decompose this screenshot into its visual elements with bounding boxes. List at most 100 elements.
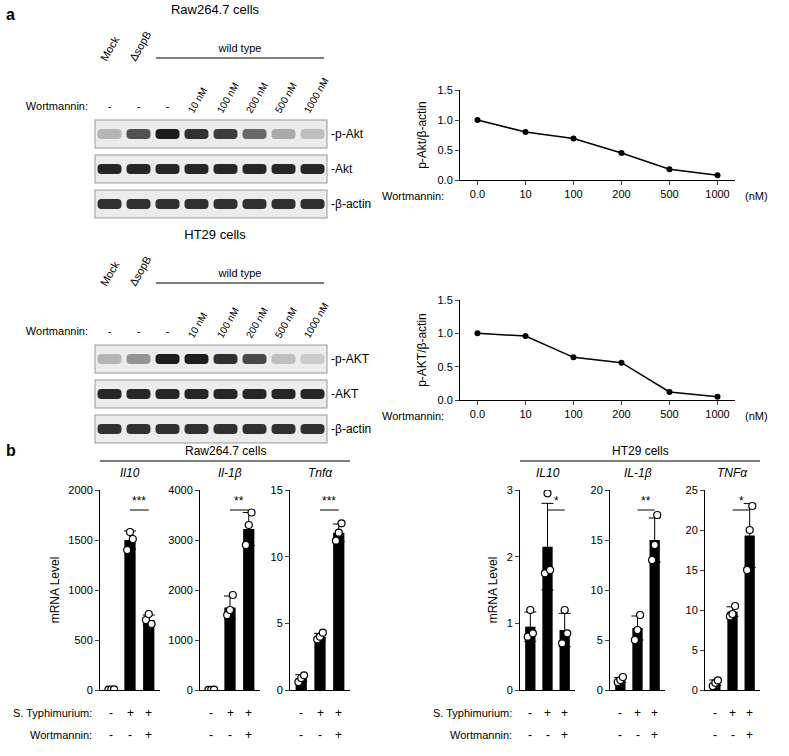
- svg-text:wild type: wild type: [218, 267, 262, 279]
- svg-text:+: +: [145, 728, 152, 742]
- svg-text:-: -: [166, 100, 170, 112]
- svg-text:1.5: 1.5: [438, 84, 453, 96]
- svg-text:500: 500: [74, 634, 92, 646]
- svg-text:-: -: [618, 706, 622, 720]
- svg-text:1000: 1000: [705, 408, 729, 420]
- svg-text:1000: 1000: [168, 634, 192, 646]
- svg-text:0: 0: [87, 684, 93, 696]
- svg-text:S. Typhimurium:: S. Typhimurium:: [13, 707, 92, 719]
- svg-text:***: ***: [132, 494, 146, 508]
- svg-text:10: 10: [591, 584, 603, 596]
- svg-text:0.0: 0.0: [470, 408, 485, 420]
- svg-text:-: -: [109, 706, 113, 720]
- svg-text:1500: 1500: [68, 534, 92, 546]
- svg-text:Wortmannin:: Wortmannin:: [450, 729, 512, 741]
- svg-text:+: +: [651, 728, 658, 742]
- svg-text:Wortmannin:: Wortmannin:: [30, 729, 92, 741]
- svg-text:-: -: [299, 728, 303, 742]
- svg-text:0: 0: [507, 684, 513, 696]
- svg-text:-: -: [318, 728, 322, 742]
- svg-text:1000: 1000: [705, 188, 729, 200]
- svg-text:-: -: [636, 728, 640, 742]
- svg-text:+: +: [746, 728, 753, 742]
- svg-text:1.0: 1.0: [438, 114, 453, 126]
- svg-text:mRNA Level: mRNA Level: [486, 557, 500, 624]
- svg-text:0: 0: [187, 684, 193, 696]
- svg-text:1000 nM: 1000 nM: [302, 301, 331, 340]
- svg-text:0: 0: [277, 684, 283, 696]
- svg-text:-: -: [546, 728, 550, 742]
- svg-text:+: +: [317, 706, 324, 720]
- svg-text:10 nM: 10 nM: [186, 85, 209, 115]
- svg-text:+: +: [145, 706, 152, 720]
- svg-text:+: +: [127, 706, 134, 720]
- svg-text:15: 15: [271, 484, 283, 496]
- svg-text:2: 2: [507, 551, 513, 563]
- svg-text:-p-AKT: -p-AKT: [331, 352, 370, 366]
- svg-text:Il-1β: Il-1β: [218, 466, 242, 480]
- svg-text:100 nM: 100 nM: [215, 81, 241, 115]
- svg-text:10: 10: [686, 604, 698, 616]
- svg-text:-AKT: -AKT: [331, 387, 359, 401]
- svg-text:-: -: [528, 706, 532, 720]
- svg-text:+: +: [335, 706, 342, 720]
- svg-text:1.5: 1.5: [438, 294, 453, 306]
- svg-text:200 nM: 200 nM: [244, 306, 270, 340]
- svg-text:3: 3: [507, 484, 513, 496]
- svg-text:1.0: 1.0: [438, 327, 453, 339]
- svg-text:+: +: [729, 706, 736, 720]
- svg-text:5: 5: [277, 617, 283, 629]
- svg-text:+: +: [561, 706, 568, 720]
- svg-text:(nM): (nM): [745, 410, 768, 422]
- svg-text:Wortmannin:: Wortmannin:: [26, 325, 88, 337]
- svg-text:10: 10: [519, 408, 531, 420]
- svg-text:-: -: [528, 728, 532, 742]
- svg-text:100: 100: [564, 188, 582, 200]
- svg-text:0.0: 0.0: [438, 174, 453, 186]
- svg-text:15: 15: [591, 534, 603, 546]
- svg-text:5: 5: [692, 644, 698, 656]
- svg-text:-β-actin: -β-actin: [331, 422, 371, 436]
- svg-text:ΔsopB: ΔsopB: [127, 254, 154, 288]
- svg-text:20: 20: [686, 524, 698, 536]
- svg-text:+: +: [335, 728, 342, 742]
- svg-text:**: **: [234, 494, 244, 508]
- svg-text:-: -: [166, 325, 170, 337]
- svg-text:500: 500: [660, 408, 678, 420]
- svg-text:-: -: [128, 728, 132, 742]
- svg-text:-: -: [209, 706, 213, 720]
- svg-text:*: *: [554, 494, 559, 508]
- svg-text:Raw264.7 cells: Raw264.7 cells: [171, 2, 260, 17]
- svg-text:HT29 cells: HT29 cells: [612, 444, 669, 458]
- svg-text:500 nM: 500 nM: [273, 306, 299, 340]
- svg-text:0.0: 0.0: [470, 188, 485, 200]
- svg-text:+: +: [746, 706, 753, 720]
- svg-text:-: -: [209, 728, 213, 742]
- svg-text:100: 100: [564, 408, 582, 420]
- svg-text:10: 10: [519, 188, 531, 200]
- svg-text:-: -: [618, 728, 622, 742]
- svg-text:Wortmannin:: Wortmannin:: [382, 190, 444, 202]
- svg-text:4000: 4000: [168, 484, 192, 496]
- svg-text:2000: 2000: [168, 584, 192, 596]
- svg-text:5: 5: [597, 634, 603, 646]
- svg-text:10: 10: [271, 551, 283, 563]
- svg-text:+: +: [245, 706, 252, 720]
- svg-text:Wortmannin:: Wortmannin:: [382, 410, 444, 422]
- svg-text:a: a: [6, 6, 15, 23]
- svg-text:wild type: wild type: [218, 42, 262, 54]
- svg-text:1000 nM: 1000 nM: [302, 76, 331, 115]
- svg-text:ΔsopB: ΔsopB: [127, 29, 154, 63]
- svg-text:+: +: [651, 706, 658, 720]
- svg-text:mRNA Level: mRNA Level: [48, 557, 62, 624]
- svg-text:-: -: [731, 728, 735, 742]
- svg-text:500 nM: 500 nM: [273, 81, 299, 115]
- svg-text:-: -: [108, 325, 112, 337]
- svg-text:Wortmannin:: Wortmannin:: [26, 100, 88, 112]
- svg-text:Mock: Mock: [98, 34, 122, 63]
- svg-text:HT29 cells: HT29 cells: [184, 227, 246, 242]
- svg-text:-: -: [299, 706, 303, 720]
- svg-text:0.5: 0.5: [438, 361, 453, 373]
- svg-text:-: -: [137, 100, 141, 112]
- svg-text:+: +: [245, 728, 252, 742]
